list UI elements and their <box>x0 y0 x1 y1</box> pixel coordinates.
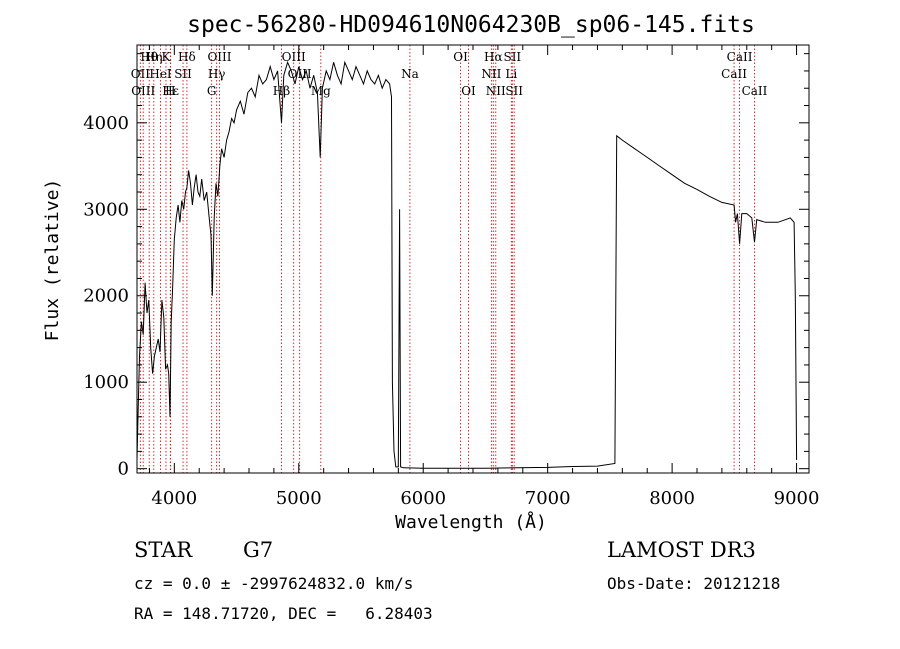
line-label: CaII <box>742 84 768 98</box>
line-label: Hη <box>145 50 163 64</box>
redshift-text: cz = 0.0 ± -2997624832.0 km/s <box>134 574 414 593</box>
line-label: Hθ <box>140 50 158 64</box>
spectral-subclass: G7 <box>243 538 274 562</box>
object-type: STAR <box>134 538 193 562</box>
obs-date-text: Obs-Date: 20121218 <box>607 574 781 593</box>
y-tick-label: 1000 <box>83 372 129 393</box>
plot-frame <box>136 44 810 474</box>
x-axis-label: Wavelength (Å) <box>395 511 547 533</box>
line-label: SII <box>505 84 523 98</box>
x-tick-label: 4000 <box>151 488 197 509</box>
x-tick-label: 9000 <box>774 488 820 509</box>
x-tick-label: 5000 <box>276 488 322 509</box>
line-label: Mg <box>311 84 331 98</box>
spectrum-line <box>136 60 798 469</box>
line-label: OIII <box>282 50 306 64</box>
x-tick-label: 6000 <box>400 488 446 509</box>
survey-name: LAMOST DR3 <box>607 538 756 562</box>
line-label: Li <box>505 67 517 81</box>
y-tick-label: 2000 <box>83 286 129 307</box>
line-label: CaII <box>721 67 747 81</box>
line-label: SII <box>174 67 192 81</box>
x-tick-label: 7000 <box>525 488 571 509</box>
line-label: OIII <box>207 50 231 64</box>
line-label: SII <box>503 50 521 64</box>
line-label: H <box>165 84 175 98</box>
spectrum-series <box>136 60 798 469</box>
coordinates-text: RA = 148.71720, DEC = 6.28403 <box>134 604 433 623</box>
line-label: OI <box>461 84 476 98</box>
line-label: OIII <box>131 84 155 98</box>
line-label: HeI <box>149 67 172 81</box>
line-label: Na <box>401 67 419 81</box>
y-tick-label: 0 <box>118 459 129 480</box>
line-label: NII <box>486 84 506 98</box>
y-tick-label: 3000 <box>83 199 129 220</box>
y-axis-label: Flux (relative) <box>42 179 63 342</box>
line-label: Hε <box>162 84 179 98</box>
x-axis: 4000 5000 6000 7000 8000 9000 <box>148 45 820 509</box>
spectral-line-markers <box>139 45 755 473</box>
line-label: OIII <box>288 67 312 81</box>
line-label: Hα <box>484 50 503 64</box>
line-label: K <box>162 50 172 64</box>
line-label: CaII <box>727 50 753 64</box>
y-axis: 0 1000 2000 3000 4000 <box>83 53 809 480</box>
line-label: OII <box>131 67 151 81</box>
line-label: Hγ <box>208 67 226 81</box>
line-label: OI <box>453 50 468 64</box>
y-tick-label: 4000 <box>83 113 129 134</box>
chart-title: spec-56280-HD094610N064230B_sp06-145.fit… <box>187 12 755 38</box>
line-label: NII <box>481 67 501 81</box>
x-tick-label: 8000 <box>649 488 695 509</box>
line-label: G <box>207 84 217 98</box>
line-label: Hδ <box>178 50 196 64</box>
line-label: Hβ <box>273 84 290 98</box>
